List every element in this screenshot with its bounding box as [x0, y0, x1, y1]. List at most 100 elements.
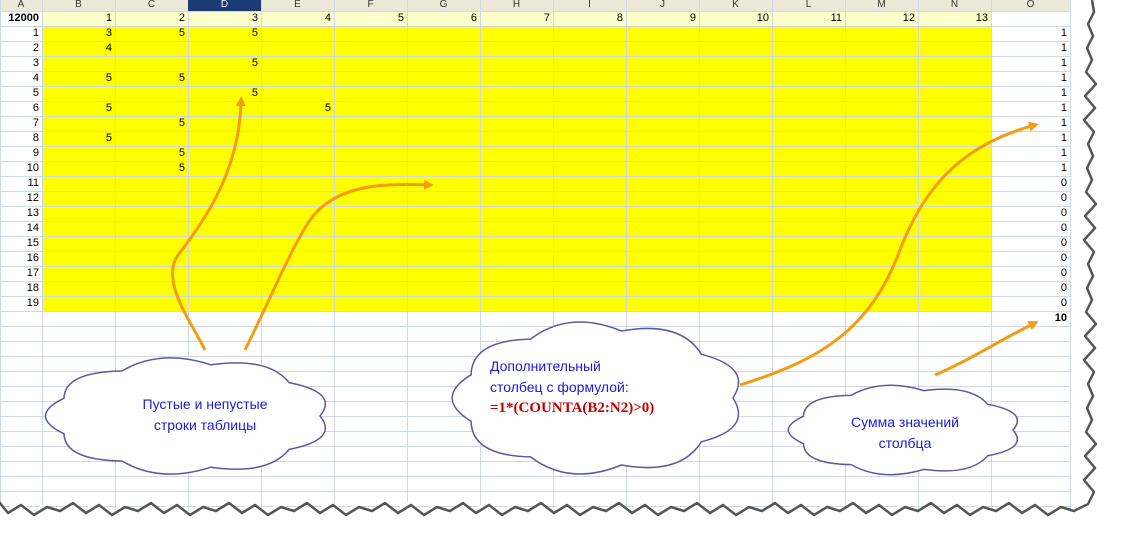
column-header-e[interactable]: E	[294, 0, 301, 10]
column-header-b[interactable]: B	[75, 0, 82, 10]
row-label[interactable]: 9	[32, 147, 39, 159]
data-cell[interactable]: 5	[105, 72, 112, 84]
callout-rows: Пустые и непустые строки таблицы	[60, 394, 350, 436]
row-label[interactable]: 5	[32, 87, 39, 99]
row-label[interactable]: 4	[32, 72, 39, 84]
row-label[interactable]: 6	[32, 102, 39, 114]
row-label[interactable]: 7	[32, 117, 39, 129]
data-cell[interactable]: 5	[178, 117, 185, 129]
header-value-cell[interactable]: 12	[902, 12, 915, 24]
flag-cell[interactable]: 1	[1060, 162, 1067, 174]
flag-cell[interactable]: 0	[1060, 297, 1067, 309]
column-header-h[interactable]: H	[512, 0, 521, 10]
data-cell[interactable]: 5	[105, 132, 112, 144]
row-label[interactable]: 2	[32, 42, 39, 54]
header-value-cell[interactable]: 11	[830, 12, 842, 24]
data-cell[interactable]: 5	[324, 102, 331, 114]
callout-sum-line1: Сумма значений	[851, 414, 959, 430]
row-label[interactable]: 19	[26, 297, 39, 309]
header-value-cell[interactable]: 13	[975, 12, 988, 24]
column-header-m[interactable]: M	[877, 0, 886, 10]
data-cell[interactable]: 5	[251, 27, 258, 39]
cloud-rows	[44, 357, 326, 475]
column-header-l[interactable]: L	[805, 0, 812, 10]
callout-extra-column: Дополнительный столбец с формулой: =1*(C…	[470, 356, 670, 419]
callout-rows-line2: строки таблицы	[153, 417, 257, 433]
column-header-g[interactable]: G	[439, 0, 448, 10]
flag-cell[interactable]: 0	[1060, 192, 1067, 204]
data-cell[interactable]: 5	[105, 102, 112, 114]
flag-cell[interactable]: 0	[1060, 282, 1067, 294]
flag-cell[interactable]: 1	[1060, 57, 1067, 69]
row-label[interactable]: 12	[26, 192, 39, 204]
flag-cell[interactable]: 0	[1060, 207, 1067, 219]
flag-cell[interactable]: 1	[1060, 147, 1067, 159]
row-label[interactable]: 14	[26, 222, 39, 234]
flag-cell[interactable]: 1	[1060, 132, 1067, 144]
header-value-cell[interactable]: 6	[470, 12, 477, 24]
arrow-to-total	[934, 321, 1039, 377]
data-cell[interactable]: 5	[178, 147, 185, 159]
column-header-i[interactable]: I	[588, 0, 591, 10]
header-value-cell[interactable]: 1	[105, 12, 112, 24]
flag-cell[interactable]: 1	[1060, 102, 1067, 114]
flag-cell[interactable]: 1	[1060, 42, 1067, 54]
row-label[interactable]: 11	[27, 177, 39, 189]
row-label[interactable]: 18	[26, 282, 39, 294]
row-label[interactable]: 15	[26, 237, 39, 249]
header-value-cell[interactable]: 4	[324, 12, 331, 24]
arrow-to-row-10	[243, 179, 434, 351]
data-cell[interactable]: 5	[178, 162, 185, 174]
cell-a1[interactable]: 12000	[8, 12, 39, 24]
row-label[interactable]: 8	[32, 132, 39, 144]
header-values-row-fill	[42, 11, 991, 26]
arrow-to-o7	[739, 121, 1039, 387]
flag-cell[interactable]: 0	[1060, 267, 1067, 279]
row-label[interactable]: 10	[26, 162, 39, 174]
flag-cell[interactable]: 0	[1060, 252, 1067, 264]
callout-extra-column-line1: Дополнительный	[490, 358, 601, 374]
total-cell[interactable]: 10	[1054, 312, 1067, 324]
data-cell[interactable]: 3	[105, 27, 112, 39]
column-header-d[interactable]: D	[220, 0, 229, 10]
column-header-j[interactable]: J	[660, 0, 665, 10]
column-header-c[interactable]: C	[147, 0, 156, 10]
torn-edge-shadow	[0, 0, 1098, 517]
data-cell[interactable]: 5	[251, 57, 258, 69]
row-label[interactable]: 1	[32, 27, 39, 39]
selected-column-header-bg	[188, 0, 261, 11]
column-header-o[interactable]: O	[1026, 0, 1035, 10]
column-header-bar	[0, 0, 1070, 11]
flag-cell[interactable]: 1	[1060, 87, 1067, 99]
column-header-n[interactable]: N	[950, 0, 959, 10]
flag-cell[interactable]: 1	[1060, 27, 1067, 39]
row-label[interactable]: 17	[26, 267, 39, 279]
flag-cell[interactable]: 1	[1060, 117, 1067, 129]
callout-sum: Сумма значений столбца	[800, 412, 1010, 454]
column-header-a[interactable]: A	[17, 0, 25, 10]
data-cell[interactable]: 5	[178, 72, 185, 84]
data-cell[interactable]: 4	[105, 42, 112, 54]
column-header-k[interactable]: K	[732, 0, 739, 10]
header-value-cell[interactable]: 3	[251, 12, 258, 24]
flag-cell[interactable]: 1	[1060, 72, 1067, 84]
row-label[interactable]: 13	[26, 207, 39, 219]
header-value-cell[interactable]: 10	[756, 12, 769, 24]
header-value-cell[interactable]: 5	[397, 12, 404, 24]
header-value-cell[interactable]: 7	[543, 12, 550, 24]
header-value-cell[interactable]: 2	[178, 12, 185, 24]
flag-cell[interactable]: 0	[1060, 177, 1067, 189]
cloud-extra-column	[451, 321, 740, 475]
header-value-cell[interactable]: 8	[616, 12, 623, 24]
row-label[interactable]: 3	[32, 57, 39, 69]
data-cell[interactable]: 5	[251, 87, 258, 99]
row-label[interactable]: 16	[26, 252, 39, 264]
cloud-sum	[787, 384, 1019, 476]
flag-cell[interactable]: 0	[1060, 237, 1067, 249]
column-header-f[interactable]: F	[367, 0, 374, 10]
header-value-cell[interactable]: 9	[689, 12, 696, 24]
data-cell[interactable]: 5	[178, 27, 185, 39]
flag-cell[interactable]: 0	[1060, 222, 1067, 234]
